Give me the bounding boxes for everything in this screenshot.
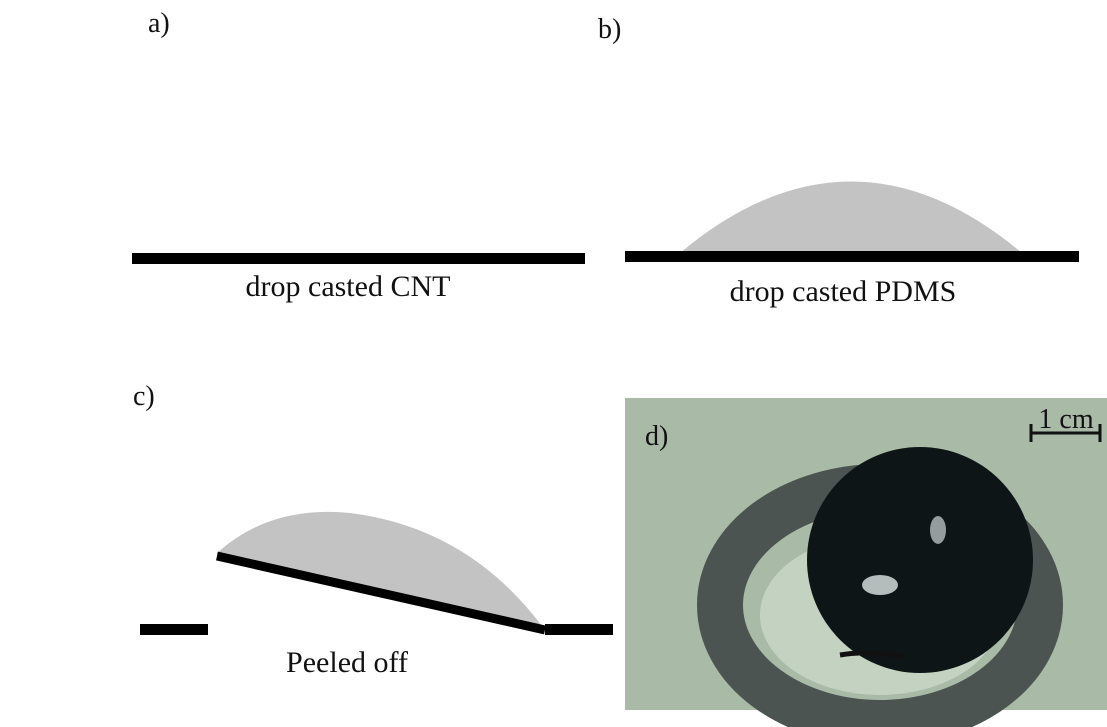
caption: drop casted CNT (246, 270, 451, 303)
panel-label: c) (133, 381, 155, 412)
panel-c: c) Peeled off (133, 381, 613, 679)
caption: drop casted PDMS (730, 275, 957, 308)
figure: a) drop casted CNT b) drop casted PDMS c… (0, 0, 1107, 727)
panel-a: a) drop casted CNT (132, 8, 585, 303)
pdms-drop (680, 182, 1022, 254)
panel-label: a) (148, 8, 170, 39)
panel-b: b) drop casted PDMS (598, 14, 1079, 308)
cnt-layer (132, 253, 585, 264)
panel-label: d) (645, 421, 668, 452)
highlight (930, 516, 946, 544)
caption: Peeled off (286, 646, 408, 679)
cnt-remnant (140, 624, 208, 635)
cnt-layer (625, 251, 1079, 262)
cnt-remnant (545, 624, 613, 635)
scale-bar-label: 1 cm (1038, 404, 1093, 435)
panel-d: d) 1 cm (625, 398, 1107, 723)
panel-label: b) (598, 14, 621, 45)
pdms-dome (807, 447, 1033, 673)
highlight (862, 575, 898, 595)
